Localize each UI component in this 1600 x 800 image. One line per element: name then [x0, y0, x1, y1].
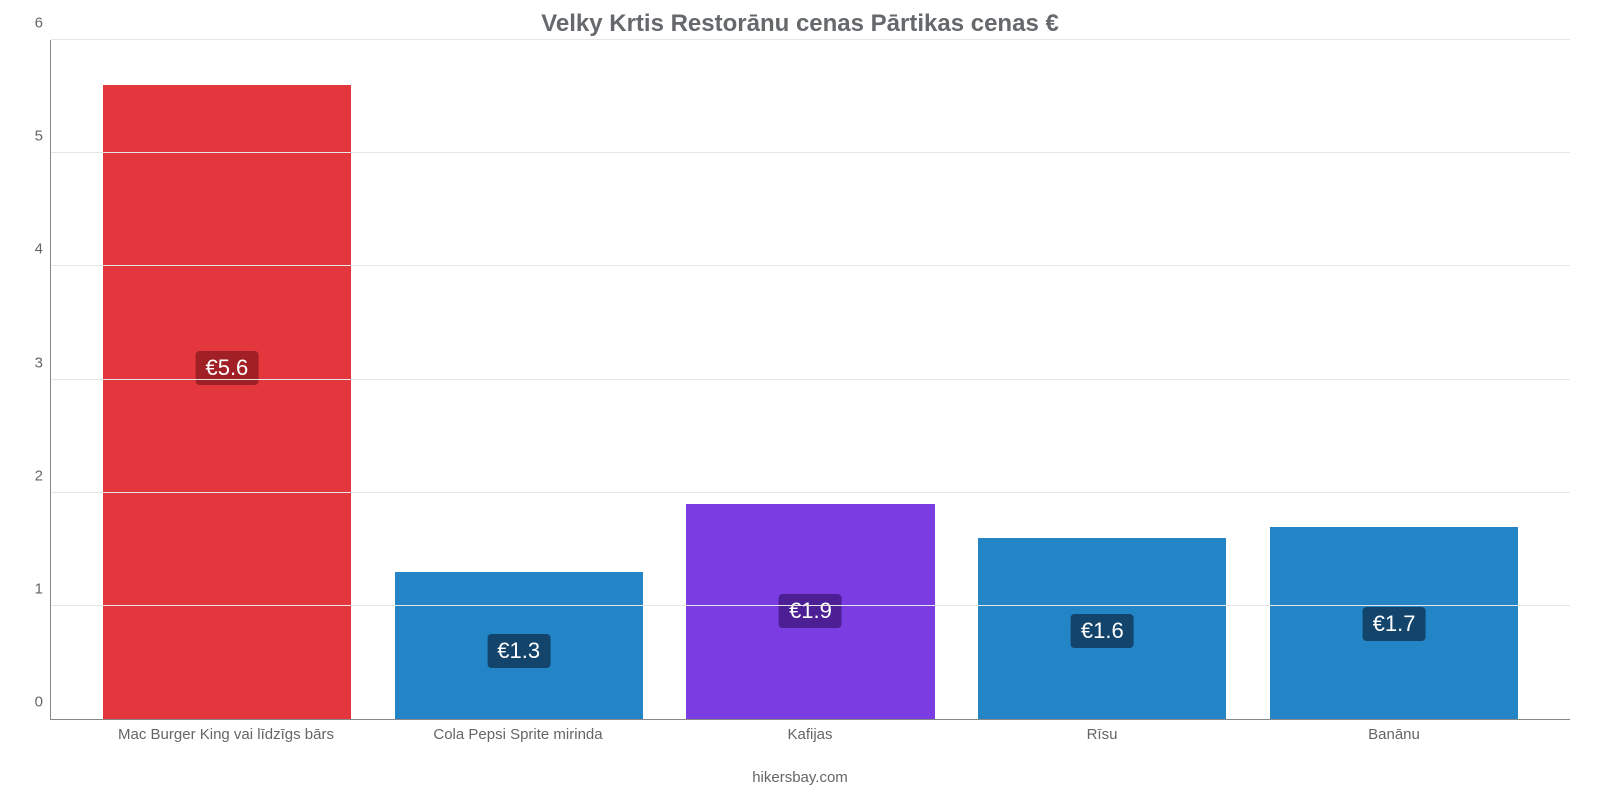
chart-title: Velky Krtis Restorānu cenas Pārtikas cen… [0, 10, 1600, 38]
x-tick-label: Banānu [1248, 720, 1540, 760]
gridline [51, 605, 1570, 606]
y-tick-label: 0 [35, 694, 51, 711]
bar: €1.9 [686, 504, 934, 719]
bar: €1.3 [395, 572, 643, 719]
bar-slot: €1.9 [665, 40, 957, 719]
y-tick-label: 4 [35, 241, 51, 258]
bar: €5.6 [103, 85, 351, 719]
x-axis-labels: Mac Burger King vai līdzīgs bārsCola Pep… [50, 720, 1570, 760]
price-bar-chart: Velky Krtis Restorānu cenas Pārtikas cen… [0, 0, 1600, 800]
x-tick-label: Kafijas [664, 720, 956, 760]
gridline [51, 39, 1570, 40]
y-tick-label: 6 [35, 15, 51, 32]
bar-value-label: €1.3 [487, 634, 550, 668]
y-tick-label: 2 [35, 467, 51, 484]
bar-value-label: €1.6 [1071, 614, 1134, 648]
plot-area: €5.6€1.3€1.9€1.6€1.7 0123456 [50, 40, 1570, 720]
bar-slot: €1.7 [1248, 40, 1540, 719]
bars-container: €5.6 €1.3 €1.9 €1.6 €1.7 [51, 40, 1570, 719]
bar-slot: €1.6 [956, 40, 1248, 719]
bar-slot: €5.6 [81, 40, 373, 719]
bar: €1.7 [1270, 527, 1518, 719]
x-tick-label: Mac Burger King vai līdzīgs bārs [80, 720, 372, 760]
gridline [51, 265, 1570, 266]
bar-value-label: €1.7 [1363, 607, 1426, 641]
chart-credit: hikersbay.com [0, 769, 1600, 786]
x-tick-label: Cola Pepsi Sprite mirinda [372, 720, 664, 760]
gridline [51, 152, 1570, 153]
bar-value-label: €5.6 [195, 351, 258, 385]
y-tick-label: 3 [35, 354, 51, 371]
bar-value-label: €1.9 [779, 594, 842, 628]
x-tick-label: Rīsu [956, 720, 1248, 760]
bar: €1.6 [978, 538, 1226, 719]
y-tick-label: 5 [35, 128, 51, 145]
y-tick-label: 1 [35, 580, 51, 597]
bar-slot: €1.3 [373, 40, 665, 719]
gridline [51, 492, 1570, 493]
gridline [51, 379, 1570, 380]
